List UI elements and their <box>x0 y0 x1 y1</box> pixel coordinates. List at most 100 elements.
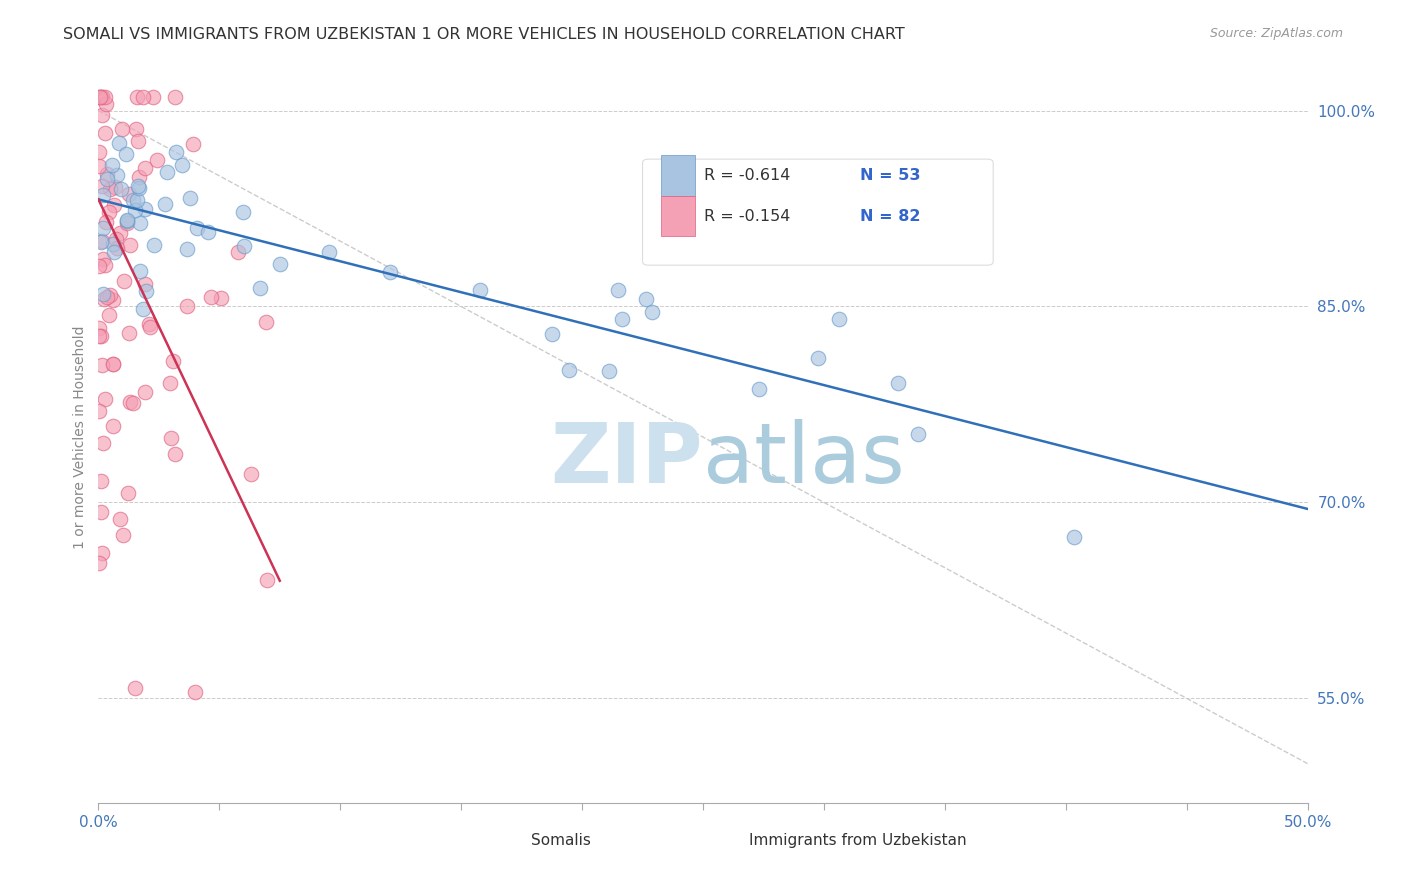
Point <box>165 145 187 159</box>
Point <box>127 134 149 148</box>
Point <box>110 181 132 195</box>
Point <box>142 90 165 104</box>
Point <box>907 426 929 441</box>
Point <box>142 238 165 252</box>
Point <box>132 302 155 317</box>
Point <box>120 238 142 252</box>
Point <box>176 242 198 256</box>
Point <box>828 312 851 326</box>
Point <box>122 194 145 208</box>
Point <box>90 235 112 250</box>
Point <box>232 204 254 219</box>
Text: atlas: atlas <box>703 418 904 500</box>
Point <box>90 329 112 343</box>
Text: R = -0.154: R = -0.154 <box>704 209 790 224</box>
Point <box>172 158 194 172</box>
Point <box>90 474 112 488</box>
Point <box>748 382 770 396</box>
Point <box>89 259 111 273</box>
Point <box>98 287 121 301</box>
Point <box>89 90 111 104</box>
Point <box>134 277 156 292</box>
Text: N = 53: N = 53 <box>860 169 921 184</box>
Point <box>641 305 664 319</box>
Point <box>127 179 149 194</box>
Text: Immigrants from Uzbekistan: Immigrants from Uzbekistan <box>749 833 966 848</box>
Point <box>91 286 114 301</box>
Point <box>91 90 114 104</box>
Point <box>129 264 152 278</box>
Point <box>101 158 124 172</box>
Point <box>124 203 146 218</box>
Point <box>162 353 184 368</box>
Point <box>105 168 128 182</box>
Point <box>163 447 186 461</box>
Y-axis label: 1 or more Vehicles in Household: 1 or more Vehicles in Household <box>73 326 87 549</box>
Point <box>165 90 187 104</box>
Point <box>610 312 633 326</box>
Point <box>104 180 127 194</box>
Point <box>269 258 291 272</box>
Point <box>89 404 111 418</box>
Point <box>598 363 620 377</box>
Text: SOMALI VS IMMIGRANTS FROM UZBEKISTAN 1 OR MORE VEHICLES IN HOUSEHOLD CORRELATION: SOMALI VS IMMIGRANTS FROM UZBEKISTAN 1 O… <box>63 27 905 42</box>
Point <box>117 486 139 500</box>
Point <box>90 90 112 104</box>
Point <box>197 225 219 239</box>
Point <box>184 685 207 699</box>
Point <box>89 145 111 159</box>
Point <box>132 90 155 104</box>
Point <box>112 274 135 288</box>
Point <box>121 396 143 410</box>
Point <box>91 546 114 560</box>
Point <box>378 264 401 278</box>
Point <box>807 351 830 365</box>
Point <box>101 418 124 433</box>
Point <box>134 385 156 400</box>
Point <box>117 326 139 341</box>
Point <box>135 284 157 298</box>
Text: R = -0.614: R = -0.614 <box>704 169 790 184</box>
Point <box>115 213 138 227</box>
Point <box>134 202 156 216</box>
Point <box>232 239 254 253</box>
Point <box>226 244 249 259</box>
Point <box>541 327 564 342</box>
Point <box>90 505 112 519</box>
Text: Somalis: Somalis <box>531 833 591 848</box>
Point <box>105 241 128 255</box>
Point <box>115 147 138 161</box>
Point <box>156 165 179 179</box>
Point <box>606 283 628 297</box>
Point <box>636 292 658 306</box>
FancyBboxPatch shape <box>498 822 524 858</box>
Point <box>103 244 125 259</box>
Point <box>91 359 114 373</box>
Point <box>181 137 204 152</box>
Point <box>93 126 115 140</box>
Point <box>94 215 117 229</box>
Point <box>120 395 142 409</box>
Point <box>94 392 117 406</box>
Point <box>887 376 910 391</box>
Point <box>138 317 160 331</box>
Point <box>159 376 181 390</box>
Point <box>91 252 114 266</box>
Point <box>90 234 112 248</box>
Point <box>89 159 111 173</box>
Point <box>118 186 141 201</box>
Point <box>101 237 124 252</box>
Point <box>318 245 340 260</box>
Point <box>115 216 138 230</box>
Point <box>93 90 115 104</box>
Point <box>93 258 115 272</box>
Point <box>89 329 111 343</box>
Point <box>128 180 150 194</box>
Point <box>134 161 156 176</box>
Point <box>96 290 118 304</box>
Point <box>256 573 278 587</box>
Point <box>110 122 132 136</box>
FancyBboxPatch shape <box>643 159 993 265</box>
Point <box>103 357 125 371</box>
Point <box>124 681 146 695</box>
